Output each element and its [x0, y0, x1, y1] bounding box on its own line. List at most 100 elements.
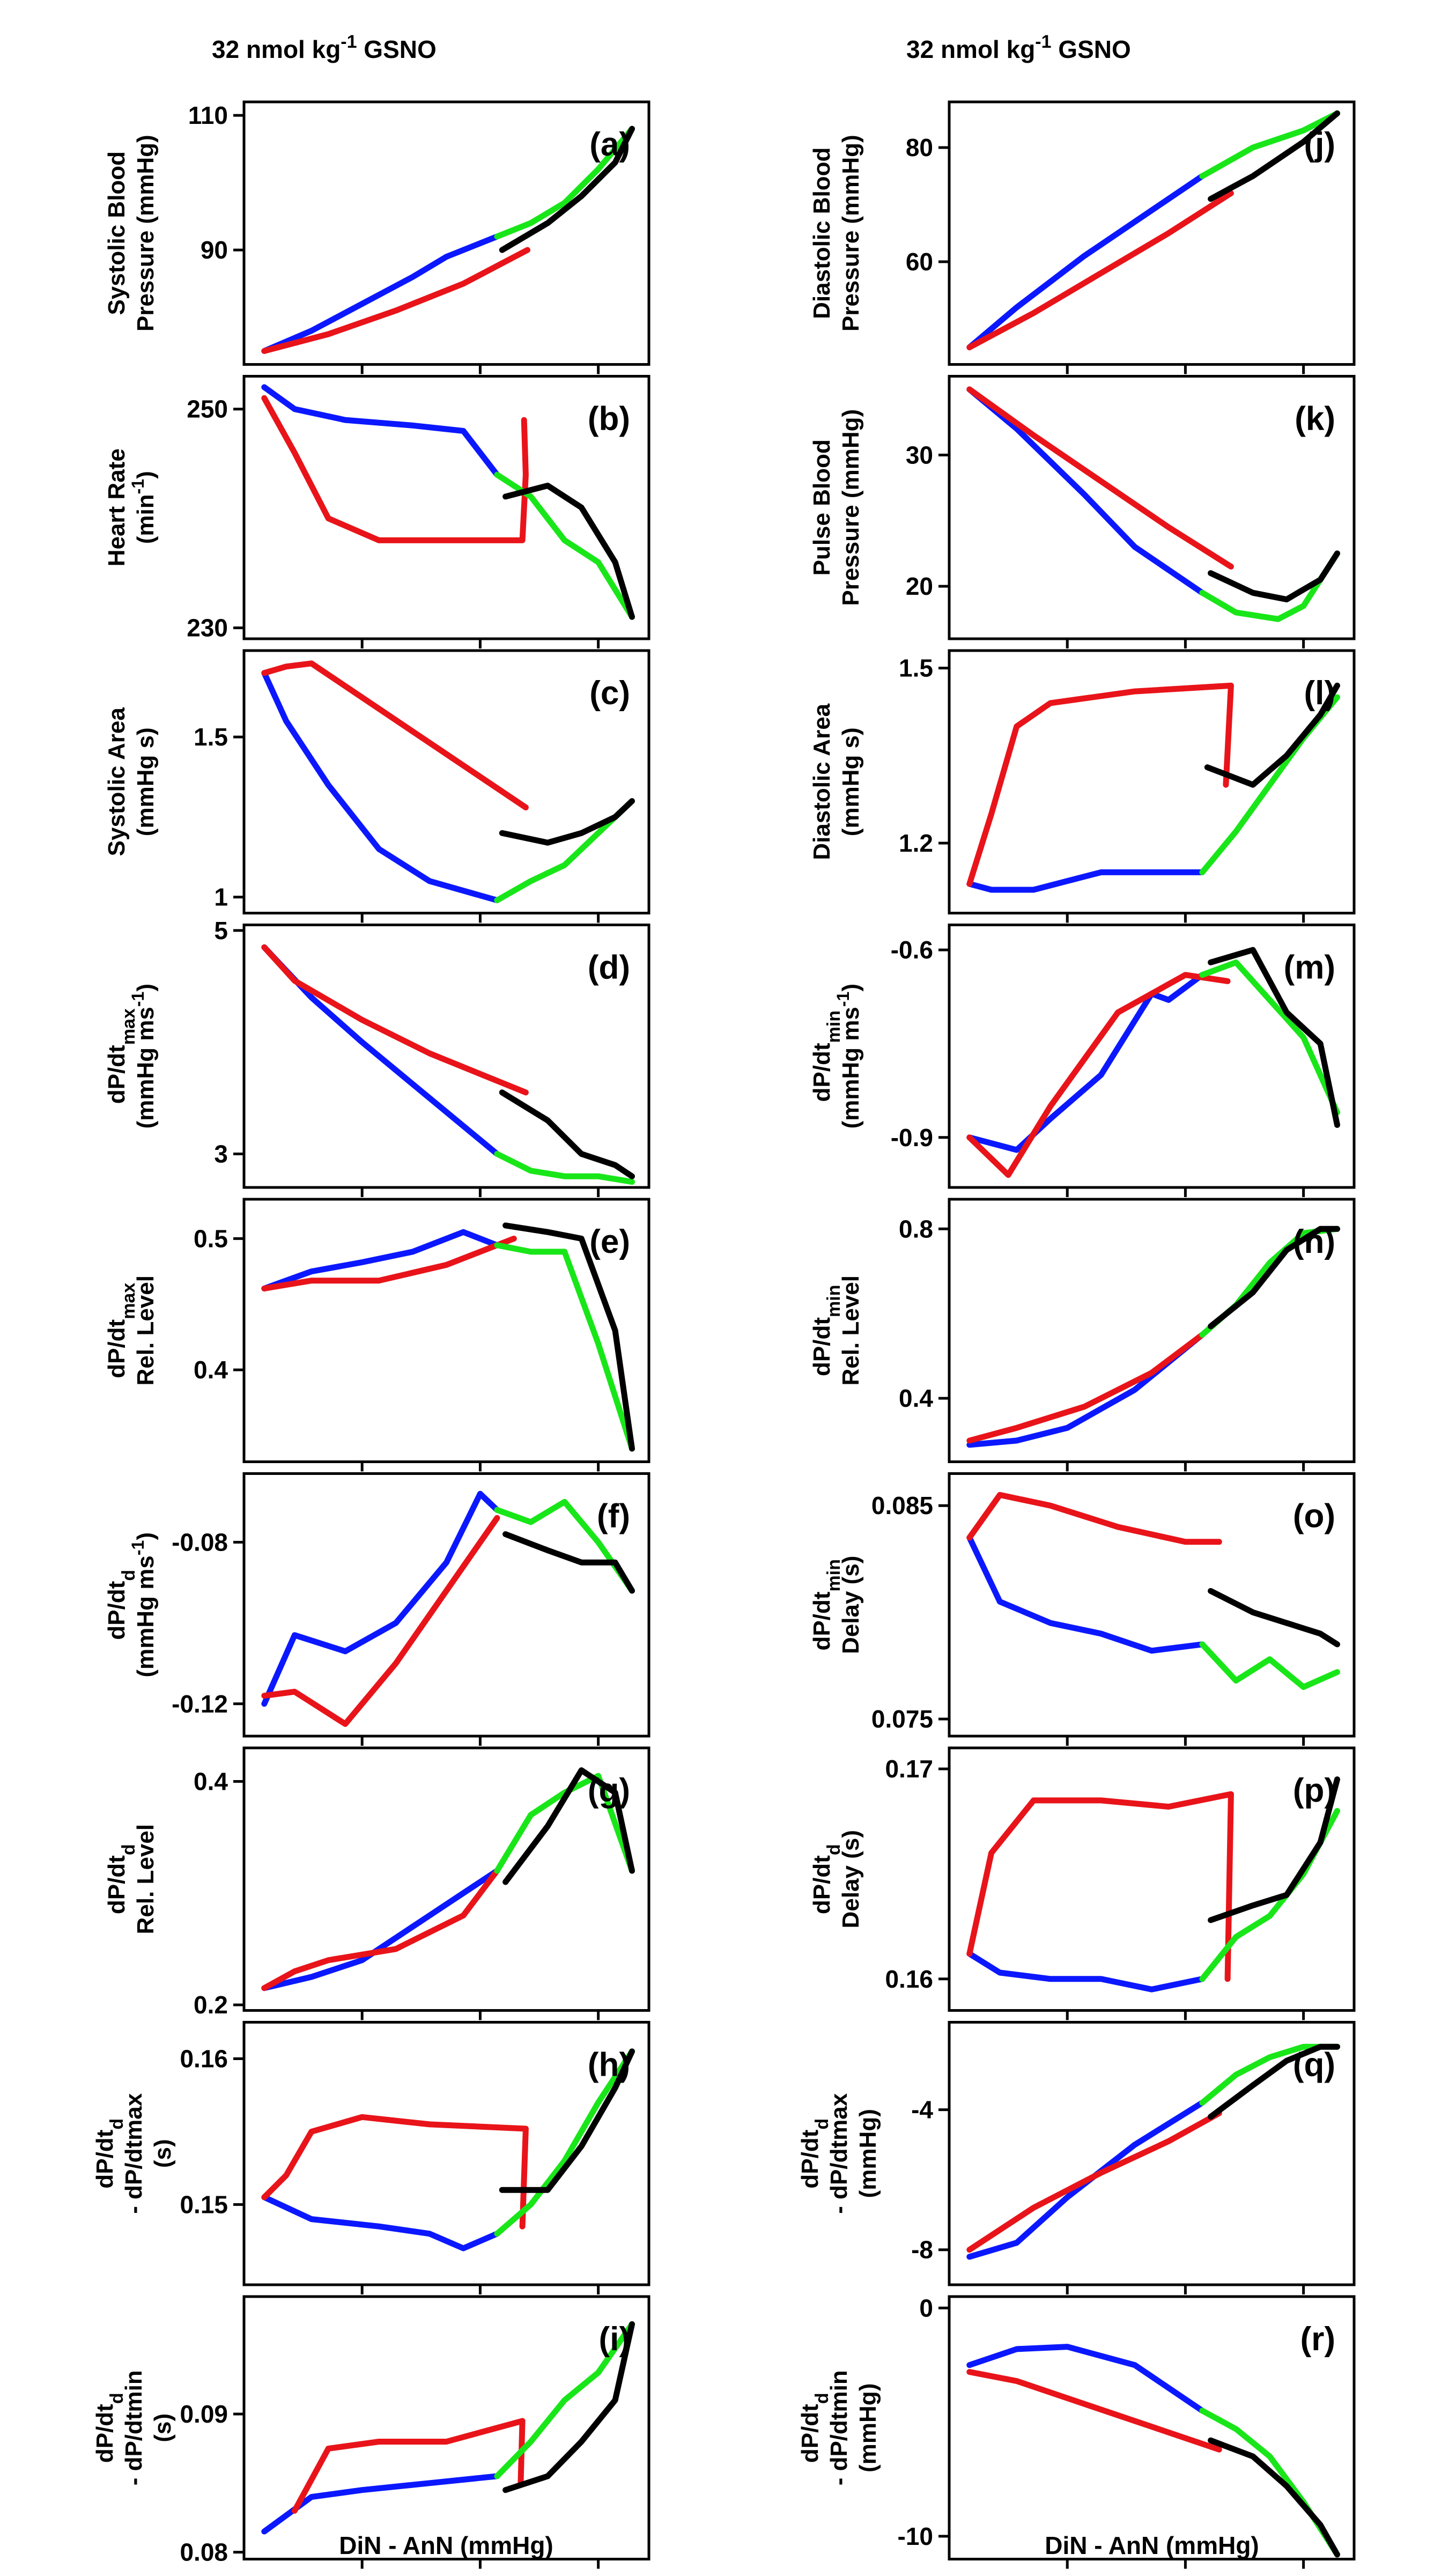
series-line-blue [261, 670, 500, 904]
y-axis-label-line: Pressure (mmHg) [838, 409, 864, 606]
series-line-red [261, 944, 529, 1096]
y-tick-label: -10 [898, 2522, 933, 2550]
y-tick-label: 0.085 [871, 1492, 933, 1519]
y-axis-label-line: dP/dtmax [104, 1008, 139, 1104]
plot-frame [948, 375, 1356, 640]
plot-frame [948, 649, 1356, 914]
series-line-red [966, 1332, 1206, 1444]
y-tick-label: 5 [214, 917, 228, 944]
y-axis-label-line: (mmHg s) [132, 727, 159, 836]
y-tick-label: 0.15 [180, 2190, 228, 2218]
series-line-black [502, 2321, 635, 2493]
series-line-red [261, 247, 530, 354]
panel-r: -100-14-70(r)dP/dtd- dP/dtmin(mmHg) [797, 2294, 1356, 2569]
y-tick-label: 110 [188, 101, 228, 129]
series-line-black [499, 126, 635, 253]
plot-frame [242, 375, 651, 640]
y-tick-label: 30 [906, 441, 933, 469]
panel-m: -0.9 -0.6 (m) dP/dtmin(mmHg ms-1) [809, 924, 1356, 1197]
y-tick-label: 250 [187, 395, 228, 423]
series-line-black [1208, 110, 1340, 202]
panel-letter: (o) [1293, 1498, 1335, 1535]
y-axis-label-line: (s) [150, 2413, 176, 2442]
panel-letter: (m) [1284, 949, 1335, 986]
y-tick-label: 1.5 [899, 654, 933, 682]
y-tick-label: -0.9 [891, 1124, 933, 1152]
panel-d: 3 5 (d) dP/dtmax(mmHg ms-1) [104, 917, 651, 1197]
y-tick-label: 0.5 [194, 1224, 228, 1252]
series-line-black [1208, 1588, 1340, 1648]
y-axis-label-line: dP/dtd [797, 2393, 832, 2463]
y-axis-label-line: dP/dtmax [104, 1283, 139, 1378]
panel-h: 0.15 0.16 (h) dP/dtd- dP/dtmax (s) [92, 2021, 651, 2294]
series-line-red [261, 395, 529, 543]
y-tick-label: -0.6 [891, 936, 933, 964]
series-line-red [966, 682, 1234, 887]
series-line-green [494, 2048, 635, 2237]
plot-frame [242, 1198, 651, 1463]
column-title-right: 32 nmol kg-1 GSNO [906, 32, 1131, 63]
series-line-green [1199, 1641, 1340, 1690]
series-line-green [1199, 1808, 1340, 1982]
series-line-blue [966, 1951, 1206, 1992]
y-axis-label-line: (mmHg) [855, 2109, 881, 2198]
series-line-green [494, 1499, 635, 1594]
series-line-blue [966, 2100, 1206, 2260]
y-axis-label-line: dP/dtd [104, 1844, 139, 1914]
plot-frame [242, 649, 651, 914]
y-axis-label-line: Rel. Level [132, 1824, 159, 1934]
y-tick-label: 0.16 [885, 1965, 933, 1993]
panel-j: 60 80 (j) Diastolic Blood Pressure (mmHg) [809, 100, 1356, 374]
panel-letter: (l) [1304, 675, 1335, 712]
panel-c: 1 1.5 (c) Systolic Area (mmHg s) [104, 649, 651, 923]
series-line-red [261, 1515, 500, 1727]
series-line-red [261, 2114, 529, 2230]
y-tick-label: 0.4 [194, 1356, 228, 1384]
y-tick-label: 0.4 [194, 1767, 228, 1795]
y-axis-label-line: (mmHg ms-1) [128, 1532, 159, 1677]
panel-letter: (r) [1300, 2321, 1335, 2358]
y-axis-label-line: (mmHg ms-1) [833, 984, 864, 1128]
series-line-black [1208, 550, 1340, 603]
panel-letter: (j) [1304, 126, 1335, 163]
panel-letter: (c) [589, 675, 630, 712]
y-tick-label: 0.09 [180, 2400, 228, 2428]
series-line-blue [966, 972, 1206, 1153]
y-axis-label-line: Pressure (mmHg) [132, 135, 159, 331]
y-tick-label: 0.16 [180, 2044, 228, 2072]
y-axis-label-line: dP/dtd [92, 2119, 127, 2189]
y-axis-label-line: dP/dtd [797, 2119, 832, 2189]
y-tick-label: 0.2 [194, 1991, 228, 2019]
plot-frame [948, 100, 1356, 366]
y-tick-label: 20 [906, 572, 933, 600]
y-axis-label-line: (min-1) [128, 471, 159, 544]
series-line-red [966, 2369, 1222, 2453]
y-axis-label-line: Pressure (mmHg) [838, 135, 864, 331]
series-line-red [261, 1868, 500, 1991]
series-line-blue [261, 384, 500, 478]
y-axis-label-line: dP/dtmin [809, 1010, 844, 1102]
series-line-green [1199, 110, 1340, 179]
panel-a: 90 110 (a) Systolic Blood Pressure (mmHg) [104, 100, 651, 374]
series-line-red [261, 660, 529, 810]
series-line-red [966, 190, 1234, 351]
series-line-red [261, 1235, 517, 1291]
y-axis-label-line: - dP/dtmin [121, 2370, 147, 2485]
series-line-blue [966, 1534, 1206, 1654]
series-line-red [966, 972, 1231, 1178]
panel-k: 20 30 (k) Pulse Blood Pressure (mmHg) [809, 375, 1356, 648]
x-axis-labels: DiN - AnN (mmHg) DiN - AnN (mmHg) [339, 2531, 1259, 2559]
y-axis-label-line: dP/dtd [809, 1844, 844, 1914]
panel-q: -8 -4 (q) dP/dtd- dP/dtmax (mmHg) [797, 2021, 1356, 2294]
y-tick-label: 0.8 [899, 1215, 933, 1243]
y-axis-label-line: - dP/dtmin [826, 2370, 852, 2485]
series-line-green [494, 2321, 635, 2479]
series-line-green [494, 1151, 635, 1185]
panel-letter: (e) [589, 1223, 630, 1260]
series-line-red [966, 1791, 1234, 1982]
series-line-black [499, 1089, 635, 1179]
y-tick-label: 0.08 [180, 2538, 228, 2566]
